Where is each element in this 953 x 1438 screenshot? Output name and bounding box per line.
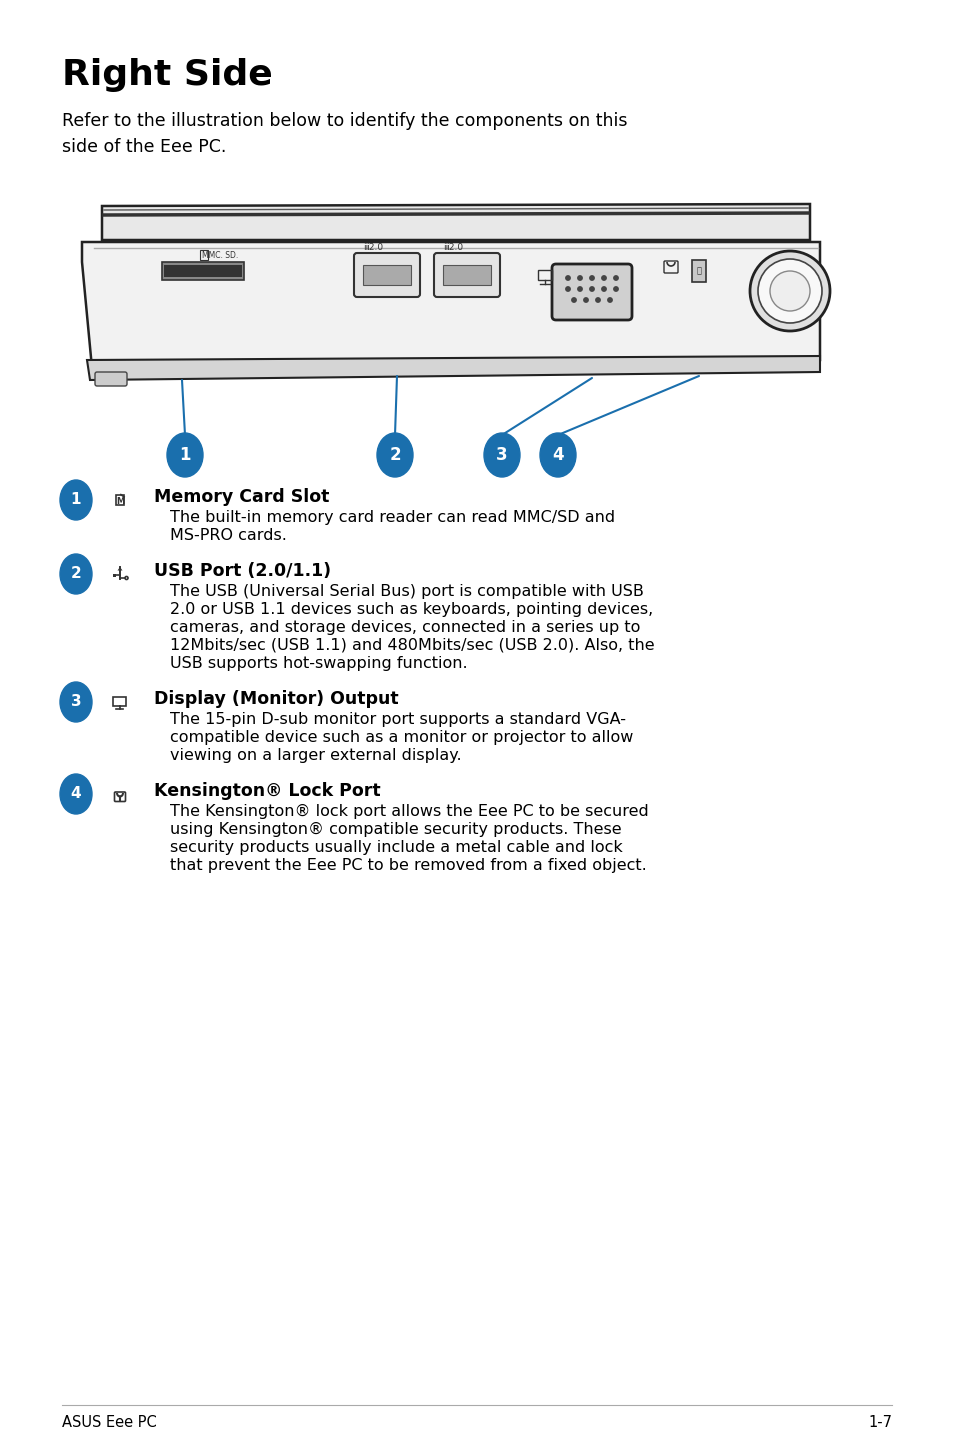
Text: M: M	[115, 498, 124, 506]
FancyBboxPatch shape	[434, 253, 499, 298]
Ellipse shape	[376, 433, 413, 477]
Text: 3: 3	[496, 446, 507, 464]
Bar	[112, 574, 116, 577]
Text: 3: 3	[71, 695, 81, 709]
Text: 1: 1	[179, 446, 191, 464]
FancyBboxPatch shape	[95, 372, 127, 385]
Circle shape	[578, 276, 581, 280]
Circle shape	[119, 795, 121, 798]
Circle shape	[578, 286, 581, 292]
Bar	[691, 260, 705, 282]
Text: USB supports hot-swapping function.: USB supports hot-swapping function.	[170, 656, 467, 672]
Text: ⅲ2.0: ⅲ2.0	[363, 243, 383, 252]
Text: MS-PRO cards.: MS-PRO cards.	[170, 528, 287, 544]
Bar	[363, 265, 411, 285]
Bar	[162, 262, 244, 280]
Text: 12Mbits/sec (USB 1.1) and 480Mbits/sec (USB 2.0). Also, the: 12Mbits/sec (USB 1.1) and 480Mbits/sec (…	[170, 638, 654, 653]
Text: MMC. SD.: MMC. SD.	[202, 252, 238, 260]
Text: compatible device such as a monitor or projector to allow: compatible device such as a monitor or p…	[170, 731, 633, 745]
Text: 2: 2	[389, 446, 400, 464]
Text: 2.0 or USB 1.1 devices such as keyboards, pointing devices,: 2.0 or USB 1.1 devices such as keyboards…	[170, 603, 653, 617]
Circle shape	[565, 286, 570, 292]
Bar	[442, 265, 491, 285]
Circle shape	[758, 259, 821, 324]
Circle shape	[589, 276, 594, 280]
Circle shape	[571, 298, 576, 302]
Circle shape	[601, 276, 605, 280]
Text: ASUS Eee PC: ASUS Eee PC	[62, 1415, 156, 1429]
Ellipse shape	[483, 433, 519, 477]
Polygon shape	[82, 242, 820, 368]
Circle shape	[613, 286, 618, 292]
Text: Right Side: Right Side	[62, 58, 273, 92]
Text: Refer to the illustration below to identify the components on this
side of the E: Refer to the illustration below to ident…	[62, 112, 627, 157]
Bar	[537, 270, 552, 280]
FancyBboxPatch shape	[354, 253, 419, 298]
Circle shape	[769, 270, 809, 311]
Circle shape	[565, 276, 570, 280]
Circle shape	[613, 276, 618, 280]
Text: using Kensington® compatible security products. These: using Kensington® compatible security pr…	[170, 823, 621, 837]
Circle shape	[583, 298, 588, 302]
Ellipse shape	[60, 554, 91, 594]
Bar	[200, 250, 208, 260]
Bar	[164, 265, 242, 278]
Text: security products usually include a metal cable and lock: security products usually include a meta…	[170, 840, 622, 856]
Text: cameras, and storage devices, connected in a series up to: cameras, and storage devices, connected …	[170, 620, 639, 636]
Ellipse shape	[60, 682, 91, 722]
Text: that prevent the Eee PC to be removed from a fixed object.: that prevent the Eee PC to be removed fr…	[170, 858, 646, 873]
Circle shape	[589, 286, 594, 292]
Text: 4: 4	[71, 787, 81, 801]
Circle shape	[596, 298, 599, 302]
Circle shape	[601, 286, 605, 292]
Text: The Kensington® lock port allows the Eee PC to be secured: The Kensington® lock port allows the Eee…	[170, 804, 648, 820]
Text: Display (Monitor) Output: Display (Monitor) Output	[153, 690, 398, 707]
Bar	[116, 495, 124, 505]
Bar	[113, 696, 127, 706]
FancyBboxPatch shape	[552, 265, 631, 321]
Text: USB Port (2.0/1.1): USB Port (2.0/1.1)	[153, 562, 331, 580]
Polygon shape	[117, 567, 122, 571]
Text: 🔒: 🔒	[696, 266, 700, 276]
Text: Memory Card Slot: Memory Card Slot	[153, 487, 329, 506]
Polygon shape	[102, 204, 809, 240]
Ellipse shape	[539, 433, 576, 477]
Circle shape	[749, 252, 829, 331]
Text: The 15-pin D-sub monitor port supports a standard VGA-: The 15-pin D-sub monitor port supports a…	[170, 712, 625, 728]
Circle shape	[607, 298, 612, 302]
Text: viewing on a larger external display.: viewing on a larger external display.	[170, 748, 461, 764]
Text: Kensington® Lock Port: Kensington® Lock Port	[153, 782, 380, 800]
Ellipse shape	[167, 433, 203, 477]
Text: 1: 1	[71, 492, 81, 508]
Text: The built-in memory card reader can read MMC/SD and: The built-in memory card reader can read…	[170, 510, 615, 525]
Text: 1-7: 1-7	[867, 1415, 891, 1429]
Polygon shape	[87, 357, 820, 380]
Text: ⅲ2.0: ⅲ2.0	[442, 243, 462, 252]
Text: 2: 2	[71, 567, 81, 581]
Text: The USB (Universal Serial Bus) port is compatible with USB: The USB (Universal Serial Bus) port is c…	[170, 584, 643, 600]
Text: 4: 4	[552, 446, 563, 464]
Ellipse shape	[60, 774, 91, 814]
Ellipse shape	[60, 480, 91, 521]
